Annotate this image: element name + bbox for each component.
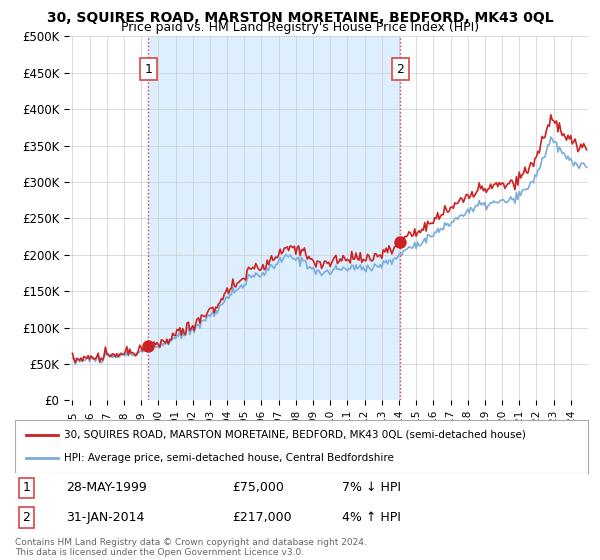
Text: Price paid vs. HM Land Registry's House Price Index (HPI): Price paid vs. HM Land Registry's House …	[121, 21, 479, 34]
Text: £217,000: £217,000	[233, 511, 292, 524]
Text: 7% ↓ HPI: 7% ↓ HPI	[341, 482, 401, 494]
Bar	[148, 36, 400, 400]
Text: 1: 1	[144, 63, 152, 76]
Text: 2: 2	[23, 511, 31, 524]
Text: £75,000: £75,000	[233, 482, 284, 494]
Text: 1: 1	[23, 482, 31, 494]
Text: 31-JAN-2014: 31-JAN-2014	[67, 511, 145, 524]
Text: 28-MAY-1999: 28-MAY-1999	[67, 482, 148, 494]
Text: 4% ↑ HPI: 4% ↑ HPI	[341, 511, 400, 524]
Text: 30, SQUIRES ROAD, MARSTON MORETAINE, BEDFORD, MK43 0QL (semi-detached house): 30, SQUIRES ROAD, MARSTON MORETAINE, BED…	[64, 430, 526, 440]
Text: HPI: Average price, semi-detached house, Central Bedfordshire: HPI: Average price, semi-detached house,…	[64, 453, 394, 463]
Text: 30, SQUIRES ROAD, MARSTON MORETAINE, BEDFORD, MK43 0QL: 30, SQUIRES ROAD, MARSTON MORETAINE, BED…	[47, 11, 553, 25]
Text: 2: 2	[397, 63, 404, 76]
Text: Contains HM Land Registry data © Crown copyright and database right 2024.
This d: Contains HM Land Registry data © Crown c…	[15, 538, 367, 557]
